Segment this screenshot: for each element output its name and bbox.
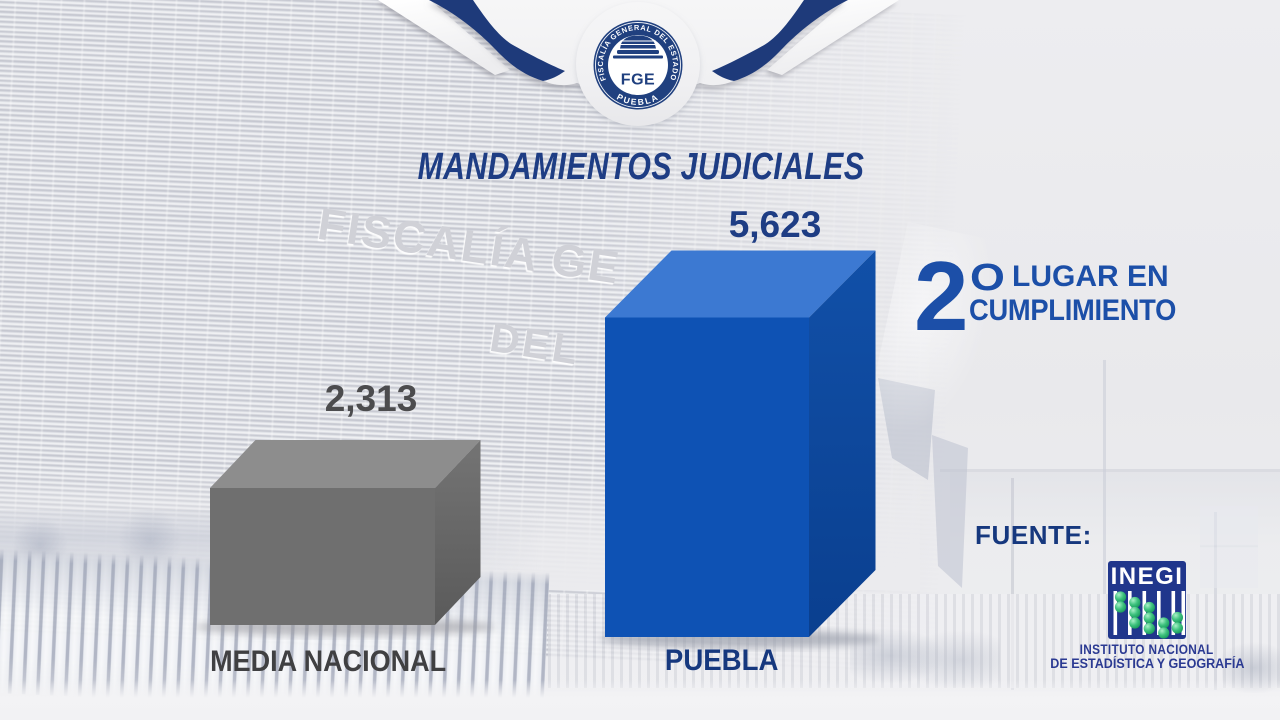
svg-text:PUEBLA: PUEBLA — [615, 92, 661, 108]
svg-text:INEGI: INEGI — [1111, 563, 1184, 590]
svg-text:FGE: FGE — [621, 72, 655, 89]
